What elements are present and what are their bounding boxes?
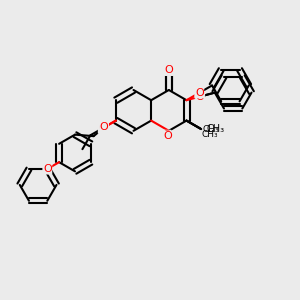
Text: O: O: [100, 122, 108, 132]
Text: O: O: [164, 65, 173, 75]
Text: O: O: [98, 123, 107, 133]
Text: CH₃: CH₃: [202, 125, 219, 134]
Text: O: O: [195, 88, 204, 98]
Text: O: O: [163, 131, 172, 141]
Text: CH₃: CH₃: [202, 130, 218, 139]
Text: O: O: [43, 164, 52, 174]
Text: CH₃: CH₃: [206, 124, 224, 134]
Text: O: O: [196, 92, 205, 101]
Text: O: O: [164, 65, 173, 75]
Text: O: O: [162, 130, 171, 140]
